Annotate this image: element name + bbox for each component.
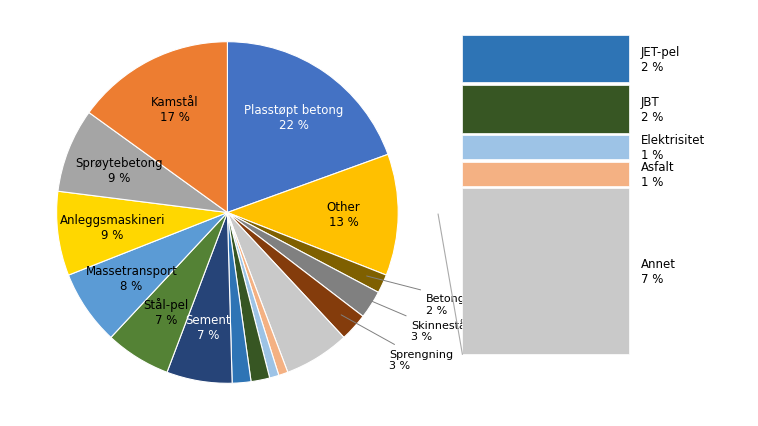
Text: Sement
7 %: Sement 7 %: [185, 313, 231, 341]
Text: Elektrisitet
1 %: Elektrisitet 1 %: [641, 134, 705, 162]
Text: JET-pel
2 %: JET-pel 2 %: [641, 46, 681, 73]
Wedge shape: [227, 213, 387, 293]
Text: Asfalt
1 %: Asfalt 1 %: [641, 160, 675, 188]
Text: Kamstål
17 %: Kamstål 17 %: [151, 96, 199, 124]
Wedge shape: [227, 213, 251, 383]
Text: Massetransport
8 %: Massetransport 8 %: [86, 264, 177, 292]
Wedge shape: [227, 213, 344, 372]
Text: Plasstøpt betong
22 %: Plasstøpt betong 22 %: [244, 104, 344, 132]
Bar: [462, 36, 629, 83]
Text: JBT
2 %: JBT 2 %: [641, 95, 663, 124]
Bar: [462, 86, 629, 133]
Wedge shape: [57, 192, 227, 276]
Wedge shape: [227, 213, 288, 375]
Wedge shape: [227, 155, 398, 276]
Wedge shape: [111, 213, 227, 372]
Text: Sprøytebetong
9 %: Sprøytebetong 9 %: [76, 157, 163, 184]
Wedge shape: [227, 213, 279, 378]
Wedge shape: [58, 113, 227, 213]
Text: Skinnestål
3 %: Skinnestål 3 %: [356, 295, 469, 342]
Wedge shape: [227, 213, 378, 317]
Text: Other
13 %: Other 13 %: [327, 201, 360, 229]
Text: Stål-pel
7 %: Stål-pel 7 %: [143, 297, 189, 326]
Bar: [462, 136, 629, 160]
Text: Betongelementer
2 %: Betongelementer 2 %: [367, 276, 524, 315]
Bar: [462, 189, 629, 354]
Wedge shape: [227, 213, 363, 337]
Text: Sprengning
3 %: Sprengning 3 %: [341, 315, 453, 370]
Wedge shape: [68, 213, 227, 337]
Text: Annet
7 %: Annet 7 %: [641, 258, 676, 285]
Wedge shape: [89, 43, 227, 213]
Wedge shape: [227, 213, 270, 382]
Wedge shape: [227, 43, 388, 213]
Wedge shape: [167, 213, 232, 383]
Bar: [462, 162, 629, 186]
Text: Anleggsmaskineri
9 %: Anleggsmaskineri 9 %: [59, 213, 165, 242]
